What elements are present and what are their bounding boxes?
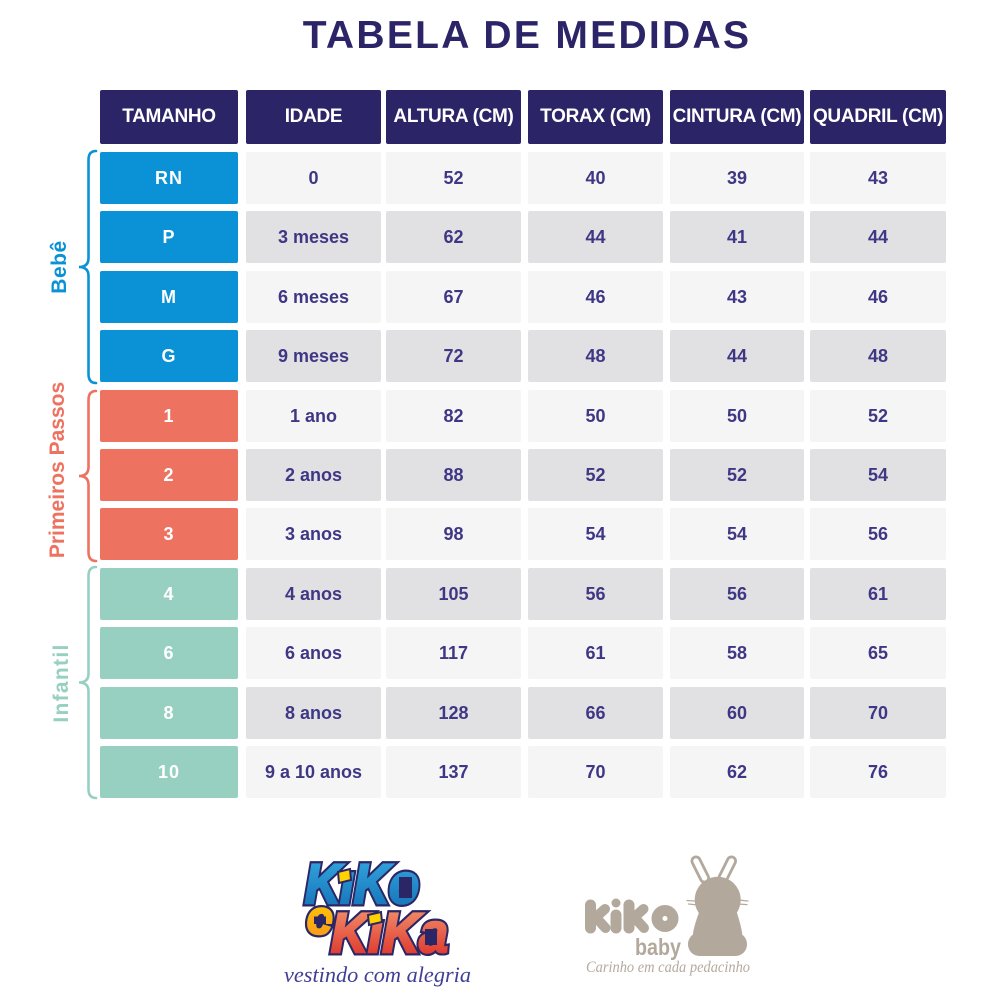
svg-text:e: e: [307, 892, 333, 944]
svg-text:vestindo com alegria: vestindo com alegria: [284, 962, 471, 987]
svg-text:baby: baby: [635, 934, 681, 960]
svg-text:Carinho em cada pedacinho: Carinho em cada pedacinho: [586, 959, 750, 976]
